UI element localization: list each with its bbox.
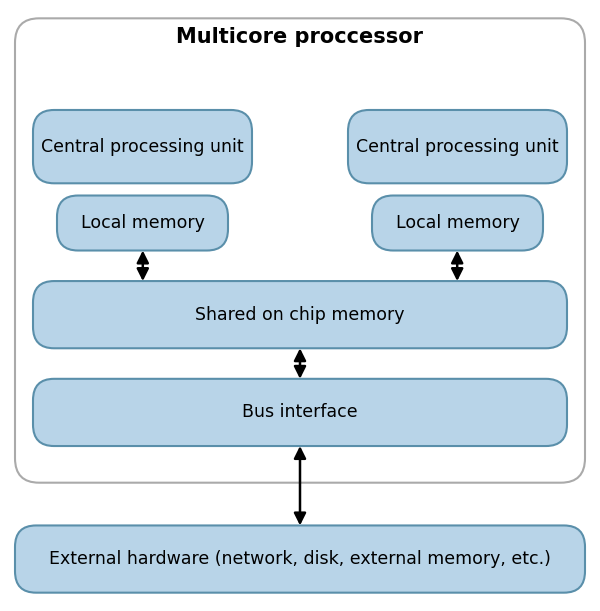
Text: Bus interface: Bus interface — [242, 403, 358, 422]
FancyBboxPatch shape — [15, 525, 585, 593]
Text: External hardware (network, disk, external memory, etc.): External hardware (network, disk, extern… — [49, 550, 551, 568]
Text: Shared on chip memory: Shared on chip memory — [195, 306, 405, 324]
Text: Central processing unit: Central processing unit — [356, 137, 559, 156]
FancyBboxPatch shape — [33, 110, 252, 183]
Text: Local memory: Local memory — [395, 214, 520, 232]
FancyBboxPatch shape — [15, 18, 585, 483]
FancyBboxPatch shape — [33, 379, 567, 446]
FancyBboxPatch shape — [33, 281, 567, 348]
Text: Multicore proccessor: Multicore proccessor — [176, 27, 424, 46]
FancyBboxPatch shape — [372, 196, 543, 251]
FancyBboxPatch shape — [57, 196, 228, 251]
FancyBboxPatch shape — [348, 110, 567, 183]
Text: Local memory: Local memory — [80, 214, 205, 232]
Text: Central processing unit: Central processing unit — [41, 137, 244, 156]
